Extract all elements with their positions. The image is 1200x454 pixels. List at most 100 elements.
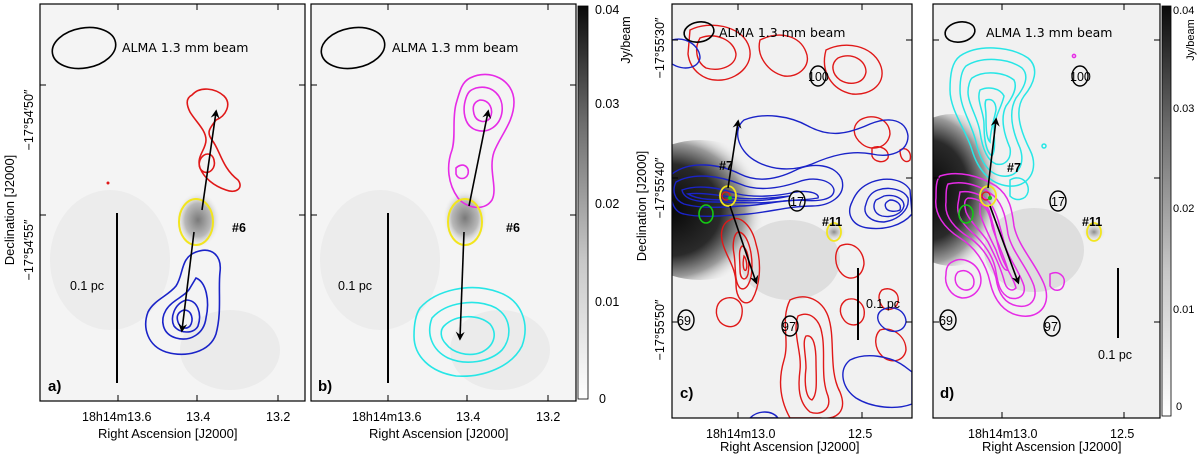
panel-c-beam-ellipse xyxy=(683,21,715,43)
colorbar-right-tick-2: 0.03 xyxy=(1173,103,1194,115)
colorbar-left-tick-1: 0.04 xyxy=(595,3,619,17)
panel-a-arrow-south xyxy=(178,231,195,333)
panel-a-red-lobe-contours xyxy=(186,88,241,193)
panel-c-ytick-2: −17°55′40″ xyxy=(653,157,667,218)
panel-d-arrow-south xyxy=(989,205,1021,285)
panel-c-blue-contours xyxy=(672,38,912,418)
panel-b-xlabel: Right Ascension [J2000] xyxy=(369,426,508,441)
panel-a-ytick-1: −17°54′50″ xyxy=(22,89,36,150)
colorbar-right-tick-4: 0.01 xyxy=(1173,304,1194,316)
panel-a-scale-label: 0.1 pc xyxy=(70,279,104,293)
panel-c-source-97-ellipse xyxy=(781,315,799,337)
panel-c-source-17-ellipse xyxy=(788,190,806,212)
panel-c-label-100: 100 xyxy=(808,70,829,84)
panel-c-source-11-ellipse xyxy=(826,222,842,242)
colorbar-left-tick-4: 0.01 xyxy=(595,295,619,309)
panel-d-xlabel: Right Ascension [J2000] xyxy=(982,439,1121,454)
panel-c-label-97: 97 xyxy=(782,320,796,334)
panel-d-magenta-lobe-contours xyxy=(935,53,1077,317)
panel-c-label-69: 69 xyxy=(677,314,691,328)
panel-b-xtick-3: 13.2 xyxy=(536,410,560,424)
panel-d-beam-ellipse xyxy=(944,21,976,43)
panel-b-label: b) xyxy=(318,378,332,395)
panel-a-xtick-3: 13.2 xyxy=(266,410,290,424)
panel-c-xlabel: Right Ascension [J2000] xyxy=(720,439,859,454)
panel-c: ALMA 1.3 mm beam #7 #11 17 100 69 97 0.1… xyxy=(634,3,913,454)
panel-a-beam-label: ALMA 1.3 mm beam xyxy=(122,40,248,55)
panel-d-label-7: #7 xyxy=(1007,161,1021,175)
panel-a-label: a) xyxy=(48,378,61,395)
panel-c-frame xyxy=(671,3,913,419)
panel-a-beam-ellipse xyxy=(51,26,117,70)
panel-b-source-label: #6 xyxy=(506,221,520,235)
panel-b-frame xyxy=(310,3,577,402)
colorbar-left-tick-3: 0.02 xyxy=(595,197,619,211)
panel-d-beam-label: ALMA 1.3 mm beam xyxy=(986,25,1112,40)
colorbar-right-unit: Jy/beam xyxy=(1185,19,1197,61)
panel-d-label-100: 100 xyxy=(1070,70,1091,84)
panel-c-label-17: 17 xyxy=(790,195,804,209)
panel-d-label: d) xyxy=(940,385,954,402)
panel-c-arrow-south xyxy=(729,205,759,285)
panel-b: ALMA 1.3 mm beam 0.1 pc #6 b) 18h14m13.6… xyxy=(310,3,577,441)
panel-d-cyan-lobe-contours xyxy=(949,47,1047,201)
panel-c-xtick-2: 12.5 xyxy=(848,427,872,441)
panel-c-source-69-ellipse xyxy=(677,309,695,331)
panel-c-label-11: #11 xyxy=(822,215,842,229)
panel-a-ytick-2: −17°54′55″ xyxy=(22,219,36,280)
panel-c-arrow-north xyxy=(727,119,742,189)
panel-c-xtick-1: 18h14m13.0 xyxy=(706,427,776,441)
panel-c-label-7: #7 xyxy=(719,159,733,173)
panel-b-xtick-1: 18h14m13.6 xyxy=(352,410,422,424)
panel-b-source-ellipse xyxy=(447,198,483,246)
colorbar-left-bar xyxy=(577,5,589,400)
panel-d-frame xyxy=(932,3,1161,419)
panel-b-cyan-lobe-contours xyxy=(413,286,526,377)
colorbar-right-bar xyxy=(1161,5,1172,417)
panel-d-source-17-ellipse xyxy=(1049,190,1067,212)
panel-d-xtick-1: 18h14m13.0 xyxy=(968,427,1038,441)
panel-d: ALMA 1.3 mm beam #7 #11 17 100 69 97 0.1… xyxy=(932,3,1161,454)
panel-a: ALMA 1.3 mm beam 0.1 pc #6 a) 18h14m13.6… xyxy=(2,3,306,441)
panel-c-ytick-3: −17°55′50″ xyxy=(653,299,667,360)
panel-a-source-ellipse xyxy=(178,198,214,246)
panel-b-arrow-south xyxy=(455,231,465,341)
panel-d-scale-label: 0.1 pc xyxy=(1098,348,1132,362)
panel-d-xtick-2: 12.5 xyxy=(1110,427,1134,441)
panel-c-ylabel: Declination [J2000] xyxy=(634,151,649,262)
panel-c-green-ellipse xyxy=(698,204,714,224)
panel-d-source-97-ellipse xyxy=(1043,315,1061,337)
colorbar-left-tick-2: 0.03 xyxy=(595,97,619,111)
panel-d-green-ellipse xyxy=(958,204,974,224)
panel-b-scale-label: 0.1 pc xyxy=(338,279,372,293)
panel-d-source-11-ellipse xyxy=(1086,222,1102,242)
colorbar-left: 0.04 0.03 0.02 0.01 0 Jy/beam xyxy=(577,3,633,406)
panel-b-beam-label: ALMA 1.3 mm beam xyxy=(392,40,518,55)
panel-c-source-100-ellipse xyxy=(809,65,827,87)
panel-b-xtick-2: 13.4 xyxy=(456,410,480,424)
panel-d-arrow-north xyxy=(987,117,1000,189)
colorbar-right-tick-1: 0.04 xyxy=(1173,5,1194,17)
panel-b-beam-ellipse xyxy=(320,26,386,70)
panel-a-xtick-2: 13.4 xyxy=(186,410,210,424)
panel-d-label-69: 69 xyxy=(939,314,953,328)
panel-a-frame xyxy=(39,3,306,402)
colorbar-right-tick-3: 0.02 xyxy=(1173,203,1194,215)
panel-c-scale-label: 0.1 pc xyxy=(866,297,900,311)
panel-a-xlabel: Right Ascension [J2000] xyxy=(98,426,237,441)
panel-d-source-69-ellipse xyxy=(939,309,957,331)
panel-d-label-11: #11 xyxy=(1082,215,1102,229)
panel-c-label: c) xyxy=(680,385,693,402)
panel-a-xtick-1: 18h14m13.6 xyxy=(82,410,152,424)
colorbar-right: 0.04 0.03 0.02 0.01 0 Jy/beam xyxy=(1161,5,1197,417)
panel-c-ytick-1: −17°55′30″ xyxy=(653,17,667,78)
colorbar-left-unit: Jy/beam xyxy=(619,16,633,63)
panel-b-arrow-north xyxy=(468,109,492,207)
colorbar-left-tick-5: 0 xyxy=(599,392,606,406)
colorbar-right-tick-5: 0 xyxy=(1176,401,1182,413)
panel-a-ylabel: Declination [J2000] xyxy=(2,155,17,266)
panel-d-label-97: 97 xyxy=(1044,320,1058,334)
panel-c-beam-label: ALMA 1.3 mm beam xyxy=(719,25,845,40)
